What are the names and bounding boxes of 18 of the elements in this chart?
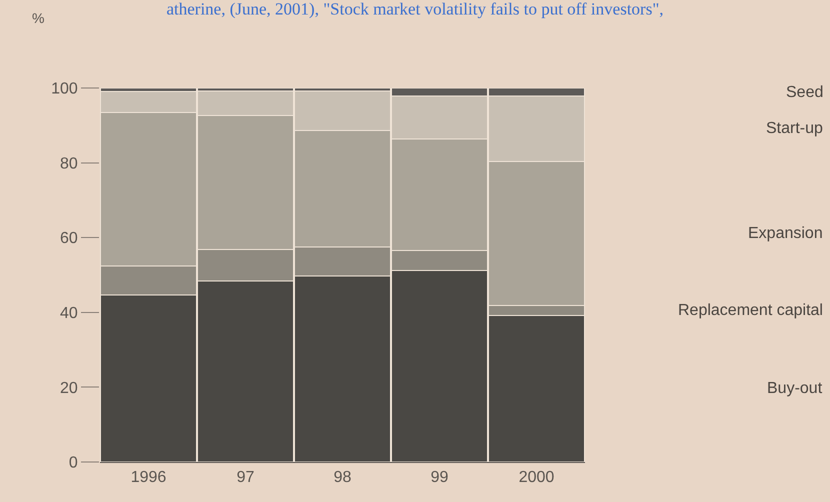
- x-tick-label: 97: [236, 469, 254, 486]
- x-tick-label: 99: [430, 469, 448, 486]
- y-tick-label: 20: [60, 380, 78, 397]
- text: Expansion: [748, 225, 823, 242]
- x-tick-label: 1996: [130, 469, 166, 486]
- x-tick-label: 98: [334, 469, 352, 486]
- text: Replacement capital: [678, 302, 823, 319]
- y-tick-label: 100: [51, 80, 78, 98]
- y-tick-label: 80: [60, 155, 78, 172]
- y-tick-label: 40: [60, 305, 78, 322]
- text: Buy-out: [767, 380, 823, 397]
- text: Start-up: [766, 120, 824, 137]
- chart-title: atherine, (June, 2001), "Stock market volatility fails to put off investors",: [166, 0, 664, 18]
- y-tick-label: 0: [68, 454, 78, 472]
- y-tick-label: 60: [60, 230, 78, 248]
- y-axis-title: %: [32, 10, 44, 26]
- x-tick-label: 2000: [518, 469, 554, 486]
- text: Seed: [786, 84, 824, 101]
